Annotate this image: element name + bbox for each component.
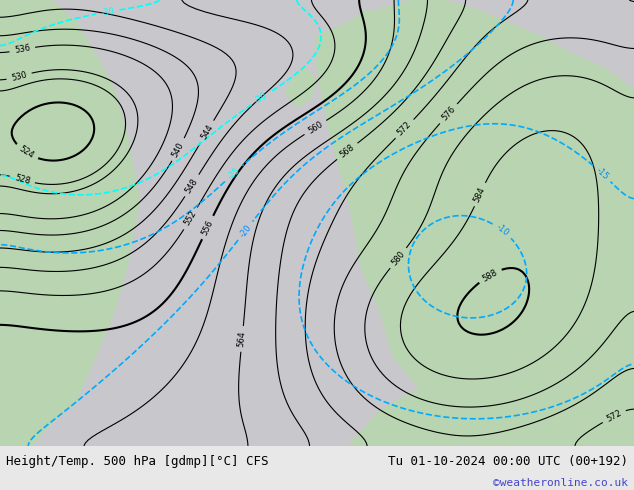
Text: 528: 528 [13,173,31,186]
Text: Tu 01-10-2024 00:00 UTC (00+192): Tu 01-10-2024 00:00 UTC (00+192) [387,455,628,468]
Polygon shape [317,0,634,446]
Text: 572: 572 [396,120,413,138]
Polygon shape [349,379,456,446]
Text: 588: 588 [481,268,499,283]
Text: 584: 584 [472,185,488,204]
Polygon shape [0,0,139,446]
Text: 530: 530 [10,70,28,83]
Text: 524: 524 [18,145,36,161]
Text: -10: -10 [495,223,510,238]
Text: 568: 568 [338,143,356,160]
Polygon shape [285,67,317,107]
Text: 556: 556 [200,219,215,237]
Text: 544: 544 [199,122,215,141]
Text: 536: 536 [13,44,31,55]
Text: 560: 560 [306,120,325,136]
Text: 552: 552 [183,209,198,227]
Text: 572: 572 [605,408,623,424]
Text: Height/Temp. 500 hPa [gdmp][°C] CFS: Height/Temp. 500 hPa [gdmp][°C] CFS [6,455,269,468]
Text: 580: 580 [390,249,407,267]
Text: 564: 564 [237,331,247,347]
Text: -25: -25 [226,166,242,181]
Text: 540: 540 [171,141,186,159]
Text: -30: -30 [100,6,115,18]
Text: 576: 576 [440,105,457,122]
Text: -15: -15 [594,166,610,181]
Polygon shape [171,9,254,53]
Polygon shape [336,9,393,89]
Text: ©weatheronline.co.uk: ©weatheronline.co.uk [493,478,628,489]
Text: 548: 548 [184,176,200,195]
FancyBboxPatch shape [0,0,634,446]
Text: -20: -20 [238,223,253,239]
Text: -30: -30 [253,91,269,106]
